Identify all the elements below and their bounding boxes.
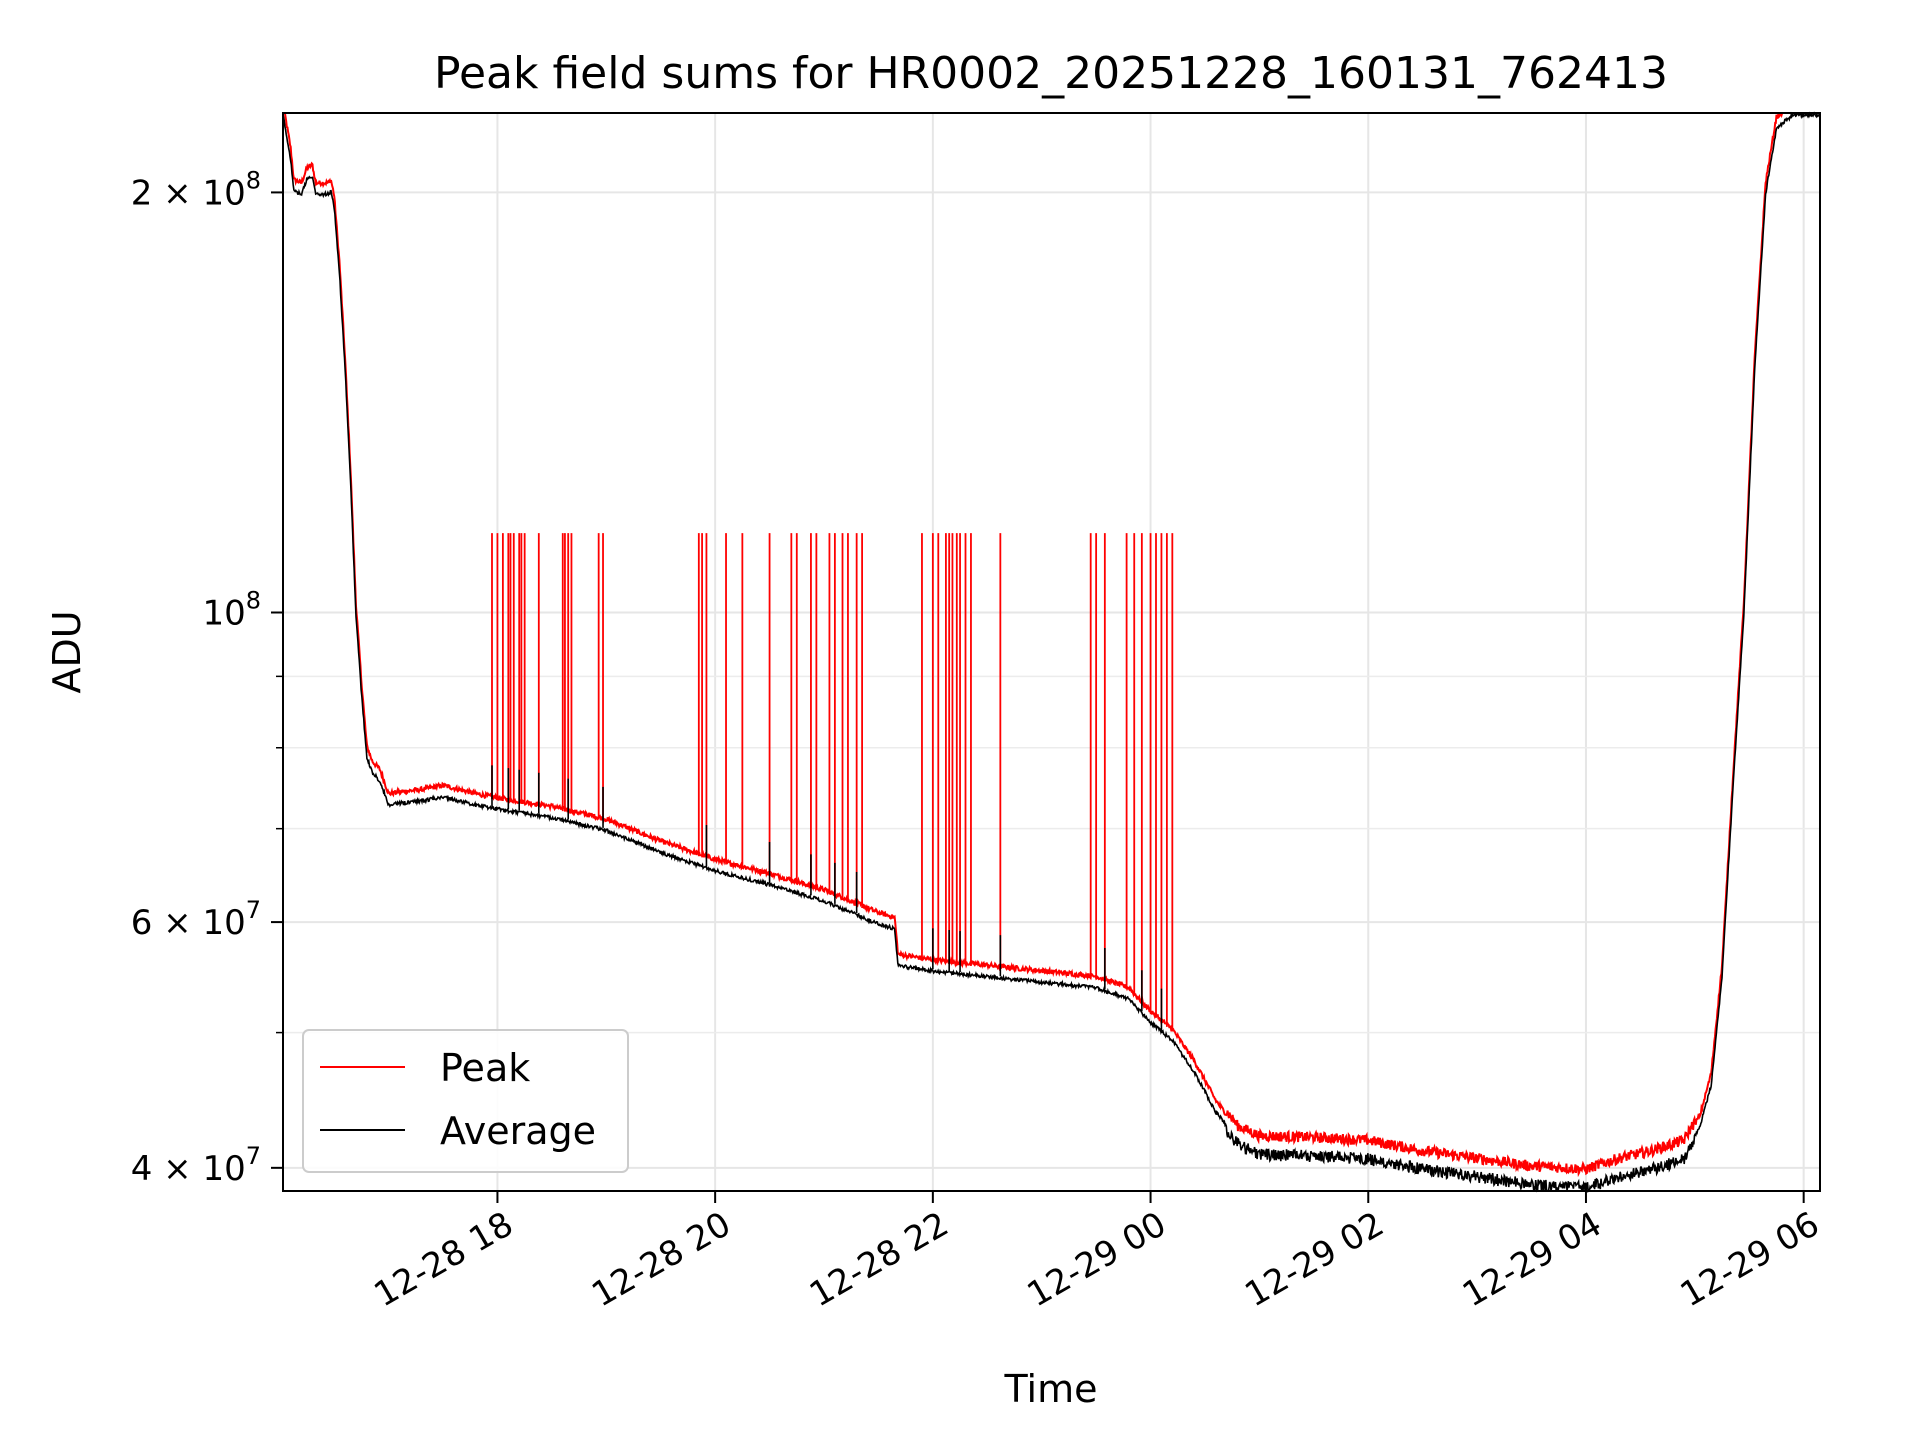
plot-frame: [282, 112, 1821, 1192]
y-axis-label: ADU: [45, 610, 89, 693]
x-axis-label: Time: [1004, 1367, 1098, 1411]
y-tick-label-3: 2 × 108: [131, 166, 261, 213]
legend-label-average: Average: [440, 1109, 596, 1153]
series-line-average: [282, 111, 1821, 1194]
y-tick-label-0: 4 × 107: [131, 1142, 261, 1189]
series-layer: [282, 111, 1821, 1194]
legend-label-peak: Peak: [440, 1046, 530, 1090]
y-tick-label-1: 6 × 107: [131, 896, 261, 943]
legend: Peak Average: [302, 1029, 629, 1173]
y-tick-label-2: 108: [202, 587, 261, 634]
legend-box: [302, 1029, 629, 1173]
chart-title: Peak field sums for HR0002_20251228_1601…: [434, 48, 1668, 99]
